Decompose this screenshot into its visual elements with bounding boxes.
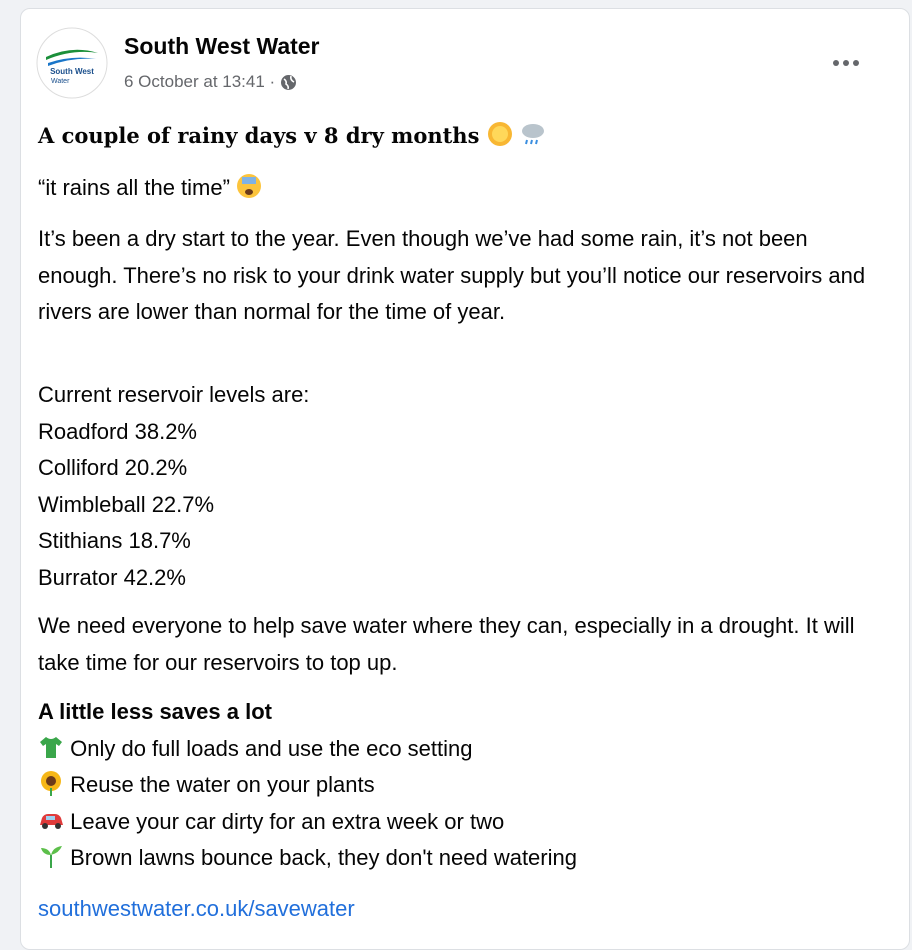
tip: Leave your car dirty for an extra week o… [38,804,878,841]
levels-intro: Current reservoir levels are: [38,382,310,407]
tip-text: Reuse the water on your plants [70,772,375,797]
avatar[interactable]: South West Water [36,27,108,99]
sunflower-icon [41,771,61,796]
author[interactable]: South West Water [124,33,320,59]
paragraph: We need everyone to help save water wher… [38,613,855,675]
face-icon [237,174,262,198]
levels-block: Current reservoir levels are: Roadford 3… [38,377,878,596]
level: Roadford 38.2% [38,418,197,444]
level: Colliford 20.2% [38,455,188,480]
level: Wimbleball 22.7% [38,491,215,517]
heading-line: A couple of rainy days v 8 dry months [38,118,878,155]
car-icon [40,813,63,829]
seedling-icon [41,846,62,868]
timestamp[interactable]: 6 October at 13:41 · [124,72,276,91]
heading: A couple of rainy days v 8 dry months [38,123,480,148]
shirt-icon [40,736,62,758]
quote-line: “it rains all the time” [38,170,878,207]
tip-text: Leave your car dirty for an extra week o… [70,808,505,834]
tip-text: Brown lawns bounce back, they don't need… [70,845,577,870]
tips-block: A little less saves a lot Only do full l… [38,694,878,877]
globe-icon [281,74,297,90]
rain-cloud-icon [522,124,545,145]
meta: 6 October at 13:41 · [124,72,297,92]
more-menu[interactable] [831,55,865,71]
tip-text: Only do full loads and use the eco setti… [70,735,473,761]
logo-text: South West [50,67,94,76]
tips-title: A little less saves a lot [38,699,272,724]
page: South West Water South West Water 6 Octo… [20,8,910,950]
level: Stithians 18.7% [38,528,191,553]
quote: “it rains all the time” [38,175,230,200]
post-card: South West Water South West Water 6 Octo… [20,8,910,950]
link[interactable]: southwestwater.co.uk/savewater [38,896,355,921]
level: Burrator 42.2% [38,564,186,590]
sun-icon [487,122,512,146]
tip: Brown lawns bounce back, they don't need… [38,840,878,877]
logo-text: Water [51,78,70,85]
tip: Reuse the water on your plants [38,767,878,804]
tip: Only do full loads and use the eco setti… [38,731,878,768]
paragraph: It’s been a dry start to the year. Even … [38,226,866,324]
